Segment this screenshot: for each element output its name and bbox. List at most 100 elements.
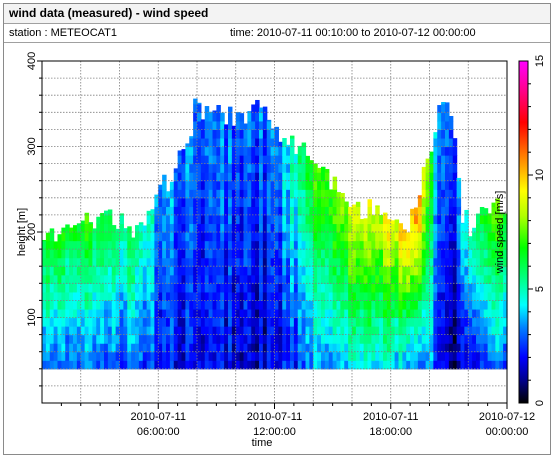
heatmap-cell <box>417 197 423 207</box>
heatmap-cell <box>119 343 124 353</box>
heatmap-cell <box>262 274 268 284</box>
heatmap-cell <box>88 283 93 293</box>
heatmap-cell <box>476 326 481 336</box>
heatmap-cell <box>154 197 159 207</box>
heatmap-cell <box>162 180 167 190</box>
heatmap-cell <box>445 223 450 233</box>
heatmap-cell <box>96 291 101 301</box>
heatmap-cell <box>266 232 272 242</box>
heatmap-cell <box>224 155 229 165</box>
heatmap-cell <box>239 351 245 361</box>
heatmap-cell <box>189 257 194 267</box>
heatmap-cell <box>239 274 245 284</box>
heatmap-cell <box>80 300 86 310</box>
heatmap-cell <box>340 326 345 336</box>
heatmap-cell <box>344 300 349 310</box>
heatmap-cell <box>259 107 264 113</box>
heatmap-cell <box>200 180 206 190</box>
heatmap-cell <box>135 291 140 301</box>
heatmap-cell <box>452 172 458 182</box>
heatmap-cell <box>243 155 248 165</box>
heatmap-cell <box>286 266 291 276</box>
heatmap-cell <box>321 206 326 216</box>
heatmap-cell <box>235 137 241 148</box>
heatmap-cell <box>228 351 233 361</box>
heatmap-cell <box>88 274 93 284</box>
heatmap-cell <box>297 283 303 293</box>
heatmap-cell <box>189 308 194 319</box>
heatmap-cell <box>247 163 252 173</box>
heatmap-cell <box>88 300 93 310</box>
heatmap-cell <box>111 240 117 250</box>
heatmap-cell <box>340 249 345 259</box>
heatmap-cell <box>146 326 152 336</box>
heatmap-cell <box>363 291 369 301</box>
heatmap-cell <box>61 283 66 293</box>
heatmap-cell <box>429 283 434 293</box>
heatmap-cell <box>231 223 237 233</box>
heatmap-cell <box>204 206 210 216</box>
heatmap-cell <box>239 120 245 130</box>
heatmap-cell <box>243 137 248 148</box>
heatmap-cell <box>193 103 198 113</box>
heatmap-cell <box>177 232 183 242</box>
heatmap-cell <box>204 137 210 148</box>
heatmap-cell <box>452 249 458 259</box>
heatmap-cell <box>383 283 388 293</box>
heatmap-cell <box>131 240 136 250</box>
heatmap-cell <box>235 189 241 199</box>
heatmap-cell <box>274 223 279 233</box>
heatmap-cell <box>243 300 248 310</box>
heatmap-cell <box>371 308 376 319</box>
heatmap-cell <box>57 334 62 344</box>
heatmap-cell <box>231 214 237 225</box>
heatmap-cell <box>239 137 245 148</box>
heatmap-cell <box>107 240 113 250</box>
heatmap-cell <box>406 326 411 336</box>
heatmap-cell <box>410 249 415 259</box>
heatmap-cell <box>119 223 124 233</box>
heatmap-cell <box>429 351 434 361</box>
heatmap-cell <box>448 249 454 259</box>
heatmap-cell <box>173 351 179 361</box>
heatmap-cell <box>228 137 233 148</box>
heatmap-cell <box>49 317 55 327</box>
heatmap-cell <box>274 126 279 130</box>
heatmap-cell <box>224 129 229 139</box>
heatmap-cell <box>394 274 400 284</box>
heatmap-cell <box>445 172 450 182</box>
heatmap-cell <box>243 172 248 182</box>
heatmap-cell <box>293 206 299 216</box>
heatmap-cell <box>355 351 361 361</box>
heatmap-cell <box>305 343 310 353</box>
heatmap-cell <box>185 180 190 190</box>
heatmap-cell <box>173 308 179 319</box>
heatmap-cell <box>445 112 450 122</box>
heatmap-cell <box>231 249 237 259</box>
heatmap-cell <box>266 283 272 293</box>
heatmap-cell <box>460 351 465 361</box>
heatmap-cell <box>204 146 210 156</box>
heatmap-cell <box>290 360 295 370</box>
heatmap-cell <box>383 232 388 242</box>
heatmap-cell <box>251 206 256 216</box>
heatmap-cell <box>352 214 357 225</box>
heatmap-cell <box>228 232 233 242</box>
heatmap-cell <box>150 326 155 336</box>
heatmap-cell <box>297 360 303 370</box>
heatmap-cell <box>293 351 299 361</box>
heatmap-cell <box>274 232 279 242</box>
heatmap-cell <box>224 326 229 336</box>
heatmap-cell <box>123 232 128 242</box>
heatmap-cell <box>417 214 423 225</box>
heatmap-cell <box>146 360 152 370</box>
heatmap-cell <box>425 172 431 182</box>
heatmap-cell <box>425 163 431 173</box>
heatmap-cell <box>80 334 86 344</box>
heatmap-cell <box>274 343 279 353</box>
heatmap-cell <box>297 155 303 165</box>
heatmap-cell <box>402 334 407 344</box>
heatmap-cell <box>448 343 454 353</box>
heatmap-cell <box>421 274 427 284</box>
heatmap-cell <box>131 274 136 284</box>
